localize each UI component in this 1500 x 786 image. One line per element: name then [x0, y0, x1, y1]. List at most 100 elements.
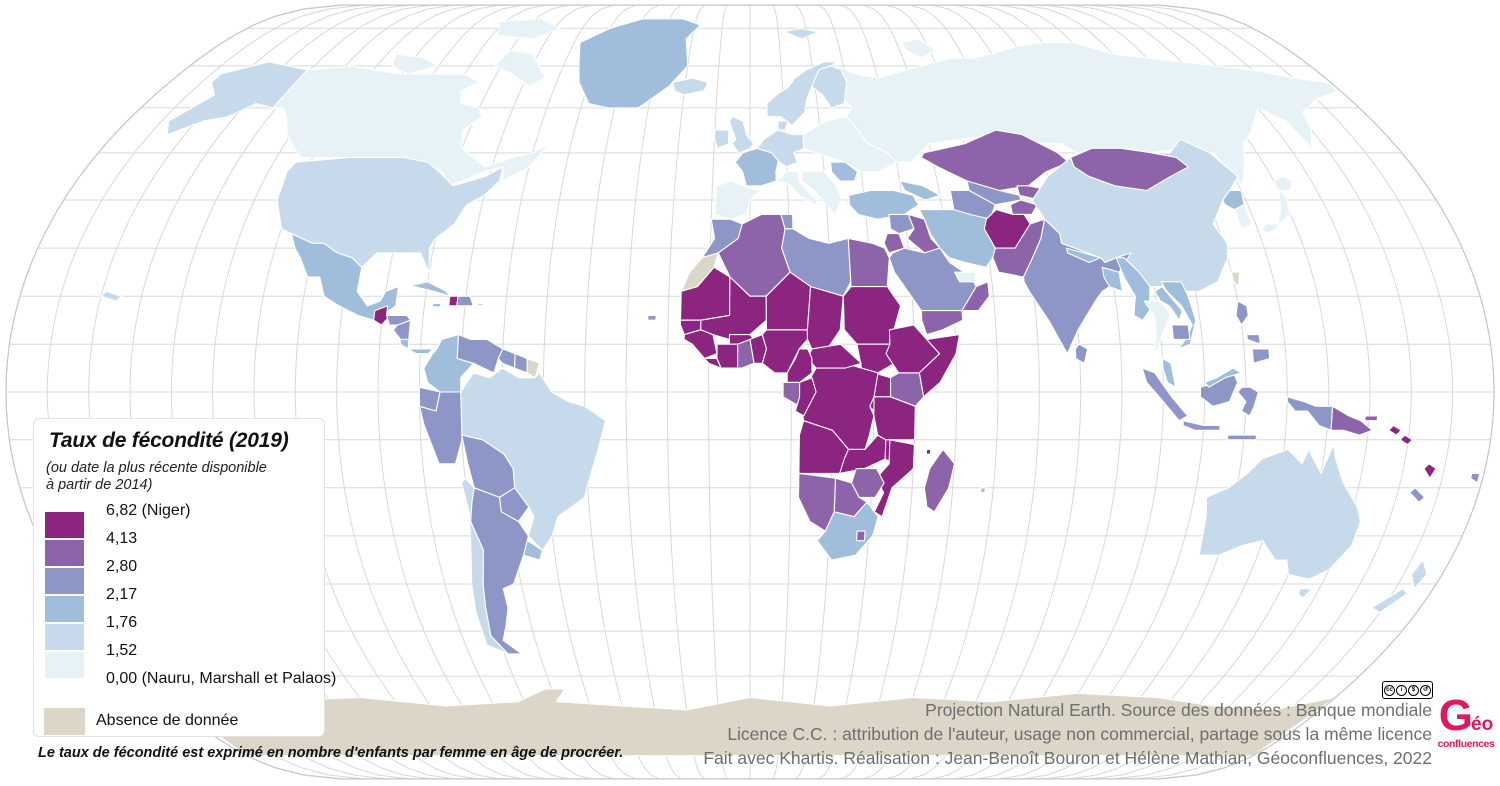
country-tasmania — [1297, 588, 1313, 599]
country-new_britain — [1364, 415, 1379, 422]
legend-swatch-class1 — [44, 511, 85, 539]
country-congo — [794, 377, 817, 417]
country-denmark — [777, 120, 789, 131]
country-puerto_rico — [476, 302, 485, 307]
country-antarctica — [159, 688, 1336, 757]
country-thailand — [1143, 300, 1172, 355]
country-madagascar — [923, 448, 956, 513]
country-australia — [1198, 444, 1362, 580]
country-vietnam — [1160, 281, 1197, 350]
country-egypt — [847, 237, 890, 288]
country-guyana — [497, 348, 516, 369]
map-frame — [5, 4, 1495, 780]
legend-swatch-class6 — [44, 651, 85, 679]
country-victoria_island — [391, 53, 440, 75]
country-east_europe — [802, 116, 898, 173]
country-kazakhstan — [920, 129, 1070, 192]
country-somalia — [918, 334, 960, 398]
logo-geo-text: Géo — [1438, 691, 1494, 740]
country-niger — [765, 271, 812, 331]
country-italy — [775, 171, 820, 206]
country-ellesmere — [497, 18, 561, 40]
attribution-line-credits: Fait avec Khartis. Réalisation : Jean-Be… — [703, 748, 1432, 768]
logo-g-glyph: G — [1438, 691, 1473, 740]
attribution-line-source: Projection Natural Earth. Source des don… — [925, 700, 1432, 720]
country-dominican_republic — [456, 295, 474, 307]
country-chad — [806, 286, 844, 355]
country-new_caledonia — [1409, 487, 1426, 503]
legend-swatch-class3 — [44, 567, 85, 595]
country-lesser_sunda — [1226, 434, 1258, 441]
country-sumatra — [1141, 367, 1189, 422]
country-colombia — [423, 334, 475, 393]
country-alaska — [166, 61, 308, 136]
country-solomon_islands_2 — [1399, 434, 1413, 446]
cc-by-icon: i — [1396, 684, 1407, 696]
legend-tick-6: 1,52 — [106, 642, 138, 659]
country-costa_rica — [399, 338, 410, 350]
country-mozambique — [873, 439, 915, 518]
country-vanuatu — [1423, 463, 1437, 479]
country-finland — [811, 65, 848, 109]
cc-icon: cc — [1384, 684, 1395, 696]
country-laos — [1154, 286, 1183, 321]
country-south_korea — [1233, 204, 1253, 230]
country-baffin — [494, 49, 546, 88]
country-mexico — [290, 233, 400, 321]
country-ghana — [737, 338, 755, 369]
country-germany_benelux — [756, 129, 805, 168]
country-comoros — [925, 448, 932, 455]
country-visayas — [1246, 334, 1261, 345]
country-peru — [418, 391, 463, 465]
legend-tick-min: 0,00 (Nauru, Marshall et Palaos) — [106, 670, 337, 687]
legend-panel: Taux de fécondité (2019) (ou date la plu… — [33, 418, 336, 737]
country-cote_divoire — [716, 343, 739, 369]
legend-swatch-class4 — [44, 595, 85, 623]
legend-subtitle: (ou date la plus récente disponible à pa… — [46, 460, 267, 494]
countries-layer — [100, 18, 1481, 757]
country-israel_jordan — [883, 233, 905, 254]
country-balkans — [801, 171, 843, 215]
legend-tick-max: 6,82 (Niger) — [106, 502, 191, 519]
attribution-block: Projection Natural Earth. Source des don… — [703, 698, 1432, 770]
country-panama — [407, 348, 434, 355]
legend-nodata-label: Absence de donnée — [96, 712, 239, 729]
country-jamaica — [431, 302, 442, 308]
country-fiji — [1470, 472, 1481, 484]
geoconfluences-logo: Géo confluences — [1437, 694, 1495, 750]
legend-tick-4: 2,17 — [106, 586, 138, 603]
country-novaya_zemlya — [901, 38, 937, 59]
country-nz_south — [1371, 588, 1409, 613]
country-lesotho — [855, 530, 866, 542]
country-taiwan — [1230, 271, 1240, 288]
country-turkey — [848, 189, 920, 220]
country-mindanao — [1251, 348, 1271, 364]
country-nz_north — [1410, 559, 1428, 590]
cc-sa-icon: ↺ — [1420, 684, 1431, 696]
country-sulawesi — [1237, 386, 1259, 417]
attribution-line-licence: Licence C.C. : attribution de l'auteur, … — [727, 724, 1432, 744]
country-car — [807, 343, 862, 369]
country-tanzania — [873, 396, 916, 441]
cc-nc-icon: $ — [1408, 684, 1419, 696]
country-south_sudan — [856, 343, 895, 374]
country-nepal — [1065, 247, 1101, 264]
legend-swatch-class2 — [44, 539, 85, 567]
country-bangladesh — [1101, 266, 1123, 292]
legend-scale: 6,82 (Niger) 4,13 2,80 2,17 1,76 1,52 0,… — [44, 502, 336, 687]
legend-tick-5: 1,76 — [106, 614, 138, 631]
country-cape_verde — [647, 314, 657, 321]
country-solomon_islands — [1388, 424, 1402, 436]
country-papua_new_guinea — [1330, 405, 1373, 436]
country-syria — [888, 213, 915, 235]
country-caucasus — [899, 180, 941, 201]
country-java — [1182, 420, 1221, 431]
country-france — [734, 147, 780, 187]
country-norway_sweden — [766, 61, 837, 127]
country-uae — [954, 271, 977, 283]
legend-subtitle-line1: (ou date la plus récente disponible — [46, 460, 267, 476]
legend-tick-3: 2,80 — [106, 558, 138, 575]
country-west_papua — [1286, 396, 1334, 431]
country-south_africa — [816, 501, 879, 561]
country-angola — [798, 420, 850, 474]
